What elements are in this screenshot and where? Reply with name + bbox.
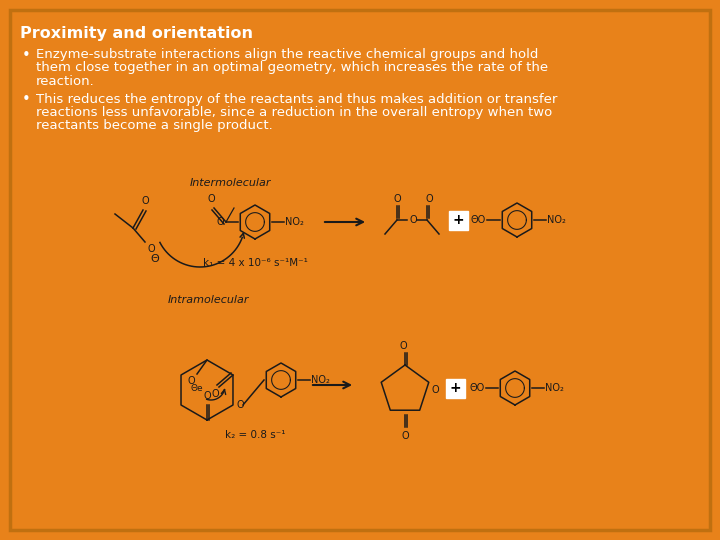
Text: O: O xyxy=(207,194,215,204)
Text: O: O xyxy=(211,389,219,399)
Text: Enzyme-substrate interactions align the reactive chemical groups and hold: Enzyme-substrate interactions align the … xyxy=(36,48,539,61)
Text: This reduces the entropy of the reactants and thus makes addition or transfer: This reduces the entropy of the reactant… xyxy=(36,92,557,105)
Text: NO₂: NO₂ xyxy=(311,375,330,385)
Text: O: O xyxy=(237,400,245,410)
Text: Θe: Θe xyxy=(191,384,203,393)
Text: O: O xyxy=(147,244,155,254)
Text: NO₂: NO₂ xyxy=(545,383,564,393)
Text: O: O xyxy=(426,194,433,204)
Text: O: O xyxy=(203,391,211,401)
Text: O: O xyxy=(187,376,195,386)
Text: O: O xyxy=(409,215,417,225)
FancyBboxPatch shape xyxy=(449,211,467,229)
Text: Θ: Θ xyxy=(150,254,159,264)
Text: •: • xyxy=(22,92,31,107)
Text: Proximity and orientation: Proximity and orientation xyxy=(20,26,253,41)
Text: reactants become a single product.: reactants become a single product. xyxy=(36,119,273,132)
Text: O: O xyxy=(399,341,407,351)
FancyBboxPatch shape xyxy=(446,379,464,397)
Text: +: + xyxy=(452,213,464,227)
Text: O: O xyxy=(401,431,409,441)
Text: k₁ = 4 x 10⁻⁶ s⁻¹M⁻¹: k₁ = 4 x 10⁻⁶ s⁻¹M⁻¹ xyxy=(202,258,307,268)
Text: •: • xyxy=(22,48,31,63)
Text: them close together in an optimal geometry, which increases the rate of the: them close together in an optimal geomet… xyxy=(36,62,548,75)
Text: NO₂: NO₂ xyxy=(547,215,566,225)
Text: NO₂: NO₂ xyxy=(285,217,304,227)
Text: O: O xyxy=(141,196,149,206)
Text: +: + xyxy=(449,381,461,395)
Text: O: O xyxy=(393,194,401,204)
Text: Intramolecular: Intramolecular xyxy=(168,295,250,305)
Text: k₂ = 0.8 s⁻¹: k₂ = 0.8 s⁻¹ xyxy=(225,430,285,440)
Text: reactions less unfavorable, since a reduction in the overall entropy when two: reactions less unfavorable, since a redu… xyxy=(36,106,552,119)
Text: ΘO: ΘO xyxy=(471,215,486,225)
Text: ΘO: ΘO xyxy=(469,383,485,393)
Text: Intermolecular: Intermolecular xyxy=(190,178,271,188)
Text: reaction.: reaction. xyxy=(36,75,95,88)
Text: O: O xyxy=(432,385,440,395)
Text: O: O xyxy=(217,217,224,227)
